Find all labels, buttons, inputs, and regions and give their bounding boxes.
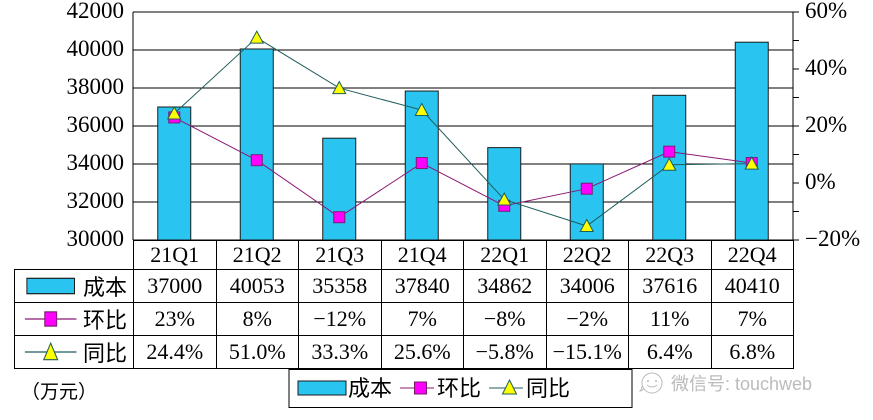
svg-text:34000: 34000 <box>67 150 125 175</box>
svg-text:32000: 32000 <box>67 188 125 213</box>
svg-text:40000: 40000 <box>67 36 125 61</box>
svg-text:0%: 0% <box>805 169 836 194</box>
svg-text:38000: 38000 <box>67 74 125 99</box>
svg-text:40%: 40% <box>805 55 847 80</box>
svg-text:36000: 36000 <box>67 112 125 137</box>
svg-text:−20%: −20% <box>805 226 860 251</box>
svg-text:60%: 60% <box>805 0 847 23</box>
svg-text:20%: 20% <box>805 112 847 137</box>
svg-text:42000: 42000 <box>67 0 125 23</box>
